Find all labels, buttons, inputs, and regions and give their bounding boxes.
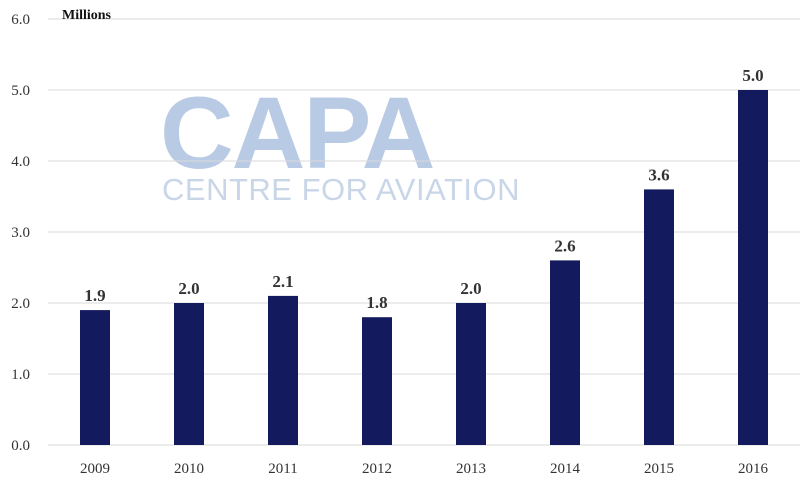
x-tick-label: 2016 (738, 461, 769, 477)
y-tick-label: 5.0 (11, 83, 30, 99)
y-tick-label: 4.0 (11, 154, 30, 170)
x-tick-label: 2011 (268, 461, 297, 477)
x-tick-label: 2013 (456, 461, 486, 477)
data-label: 1.9 (84, 286, 105, 305)
y-tick-label: 0.0 (11, 438, 30, 454)
gridlines (48, 18, 800, 446)
data-label: 2.1 (272, 272, 293, 291)
bar (80, 310, 110, 445)
y-tick-label: 1.0 (11, 367, 30, 383)
bar (174, 303, 204, 445)
y-tick-label: 3.0 (11, 225, 30, 241)
x-tick-label: 2010 (174, 461, 204, 477)
bar (268, 295, 298, 445)
data-label: 2.6 (554, 236, 575, 255)
bar (456, 303, 486, 445)
watermark-title: CAPA (160, 76, 433, 190)
data-label: 1.8 (366, 293, 387, 312)
bar (362, 317, 392, 445)
data-label: 5.0 (742, 66, 763, 85)
y-tick-label: 6.0 (11, 12, 30, 28)
y-axis-ticks: 0.0 1.0 2.0 3.0 4.0 5.0 6.0 (11, 12, 30, 454)
watermark-subtitle: CENTRE FOR AVIATION (162, 172, 520, 207)
bar (738, 90, 768, 445)
x-tick-label: 2014 (550, 461, 581, 477)
data-label: 2.0 (460, 279, 481, 298)
y-axis-unit-label: Millions (62, 8, 112, 23)
data-label: 2.0 (178, 279, 199, 298)
bar (644, 189, 674, 445)
bar (550, 260, 580, 445)
data-label: 3.6 (648, 165, 669, 184)
bars (80, 90, 768, 445)
x-tick-label: 2015 (644, 461, 674, 477)
y-tick-label: 2.0 (11, 296, 30, 312)
x-tick-label: 2012 (362, 461, 392, 477)
data-labels: 1.9 2.0 2.1 1.8 2.0 2.6 3.6 5.0 (84, 66, 763, 312)
x-axis-ticks: 2009 2010 2011 2012 2013 2014 2015 2016 (80, 461, 769, 477)
x-tick-label: 2009 (80, 461, 110, 477)
watermark-logo: CAPA CENTRE FOR AVIATION (160, 76, 520, 207)
